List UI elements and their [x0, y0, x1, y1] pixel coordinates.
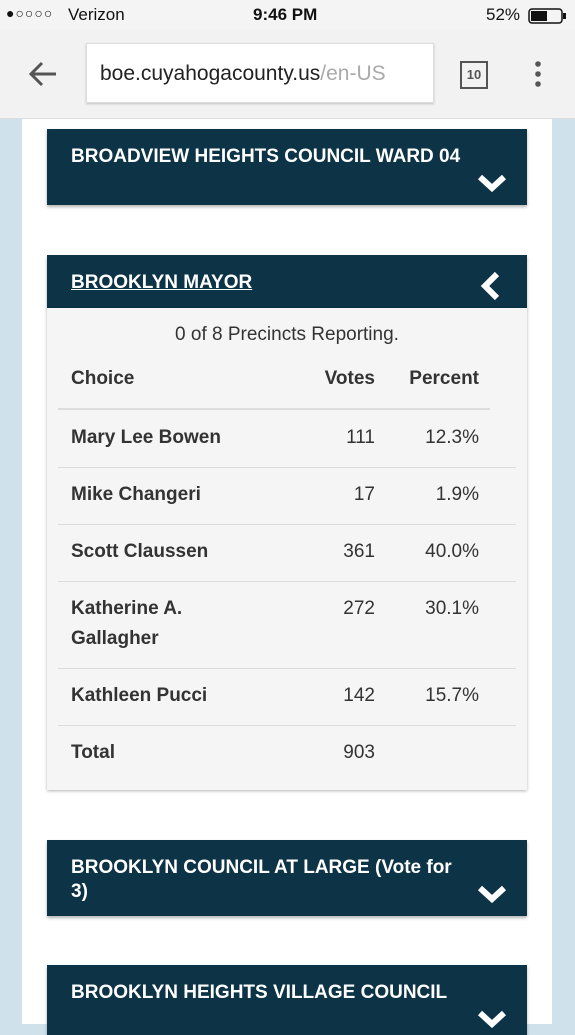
- tab-switcher[interactable]: 10: [460, 61, 488, 89]
- content: BROADVIEW HEIGHTS COUNCIL WARD 04 BROOKL…: [22, 119, 552, 1035]
- browser-toolbar: boe.cuyahogacounty.us/en-US 10: [0, 30, 575, 119]
- votes: 111: [346, 427, 375, 448]
- url-path: /en-US: [320, 62, 386, 85]
- separator: [58, 581, 516, 582]
- percent: 30.1%: [425, 598, 479, 619]
- candidate-name: Katherine A. Gallagher: [71, 598, 183, 649]
- panel-header[interactable]: BROOKLYN MAYOR: [47, 255, 527, 308]
- back-button[interactable]: [28, 60, 58, 88]
- votes: 17: [353, 484, 375, 505]
- menu-button[interactable]: [533, 60, 543, 88]
- panel-header[interactable]: BROOKLYN COUNCIL AT LARGE (Vote for 3): [47, 840, 527, 916]
- candidate-name: Mike Changeri: [71, 484, 201, 505]
- total-label: Total: [71, 742, 115, 763]
- status-bar: ●○○○○ Verizon 9:46 PM 52%: [0, 0, 575, 30]
- panel-title: BROOKLYN COUNCIL AT LARGE (Vote for 3): [71, 857, 452, 902]
- carrier: Verizon: [68, 5, 125, 24]
- expand-icon: [477, 885, 507, 904]
- url-host: boe.cuyahogacounty.us: [100, 62, 321, 85]
- header-cell: Votes: [324, 368, 375, 389]
- percent: 1.9%: [435, 484, 479, 505]
- panel-title: BROOKLYN MAYOR: [71, 272, 253, 293]
- separator: [58, 725, 516, 726]
- precincts: 0 of 8 Precincts Reporting.: [175, 324, 399, 345]
- percent: 12.3%: [425, 427, 479, 448]
- candidate-name: Kathleen Pucci: [71, 685, 208, 706]
- header-cell: Choice: [71, 368, 135, 389]
- separator: [58, 408, 490, 410]
- battery-icon: [528, 8, 566, 24]
- candidate-name: Scott Claussen: [71, 541, 209, 562]
- percent: 15.7%: [425, 685, 479, 706]
- panel-title: BROOKLYN HEIGHTS VILLAGE COUNCIL: [71, 982, 448, 1003]
- address-bar[interactable]: boe.cuyahogacounty.us/en-US: [86, 43, 434, 103]
- panel-header[interactable]: BROADVIEW HEIGHTS COUNCIL WARD 04: [47, 129, 527, 205]
- time: 9:46 PM: [253, 5, 318, 24]
- collapse-icon: [480, 271, 500, 301]
- header-cell: Percent: [409, 368, 479, 389]
- separator: [58, 467, 516, 468]
- panel-header[interactable]: BROOKLYN HEIGHTS VILLAGE COUNCIL: [47, 965, 527, 1035]
- expand-icon: [477, 174, 507, 193]
- votes: 272: [343, 598, 375, 619]
- votes: 361: [343, 541, 375, 562]
- expand-icon: [477, 1010, 507, 1029]
- signal: ●○○○○: [6, 5, 54, 21]
- panel-title: BROADVIEW HEIGHTS COUNCIL WARD 04: [71, 146, 461, 167]
- percent: 40.0%: [425, 541, 479, 562]
- separator: [58, 668, 516, 669]
- votes: 142: [343, 685, 375, 706]
- candidate-name: Mary Lee Bowen: [71, 427, 221, 448]
- results-table: 0 of 8 Precincts Reporting. Choice Votes…: [47, 308, 527, 790]
- battery-level: 52%: [486, 5, 521, 24]
- separator: [58, 524, 516, 525]
- total-votes: 903: [343, 742, 375, 763]
